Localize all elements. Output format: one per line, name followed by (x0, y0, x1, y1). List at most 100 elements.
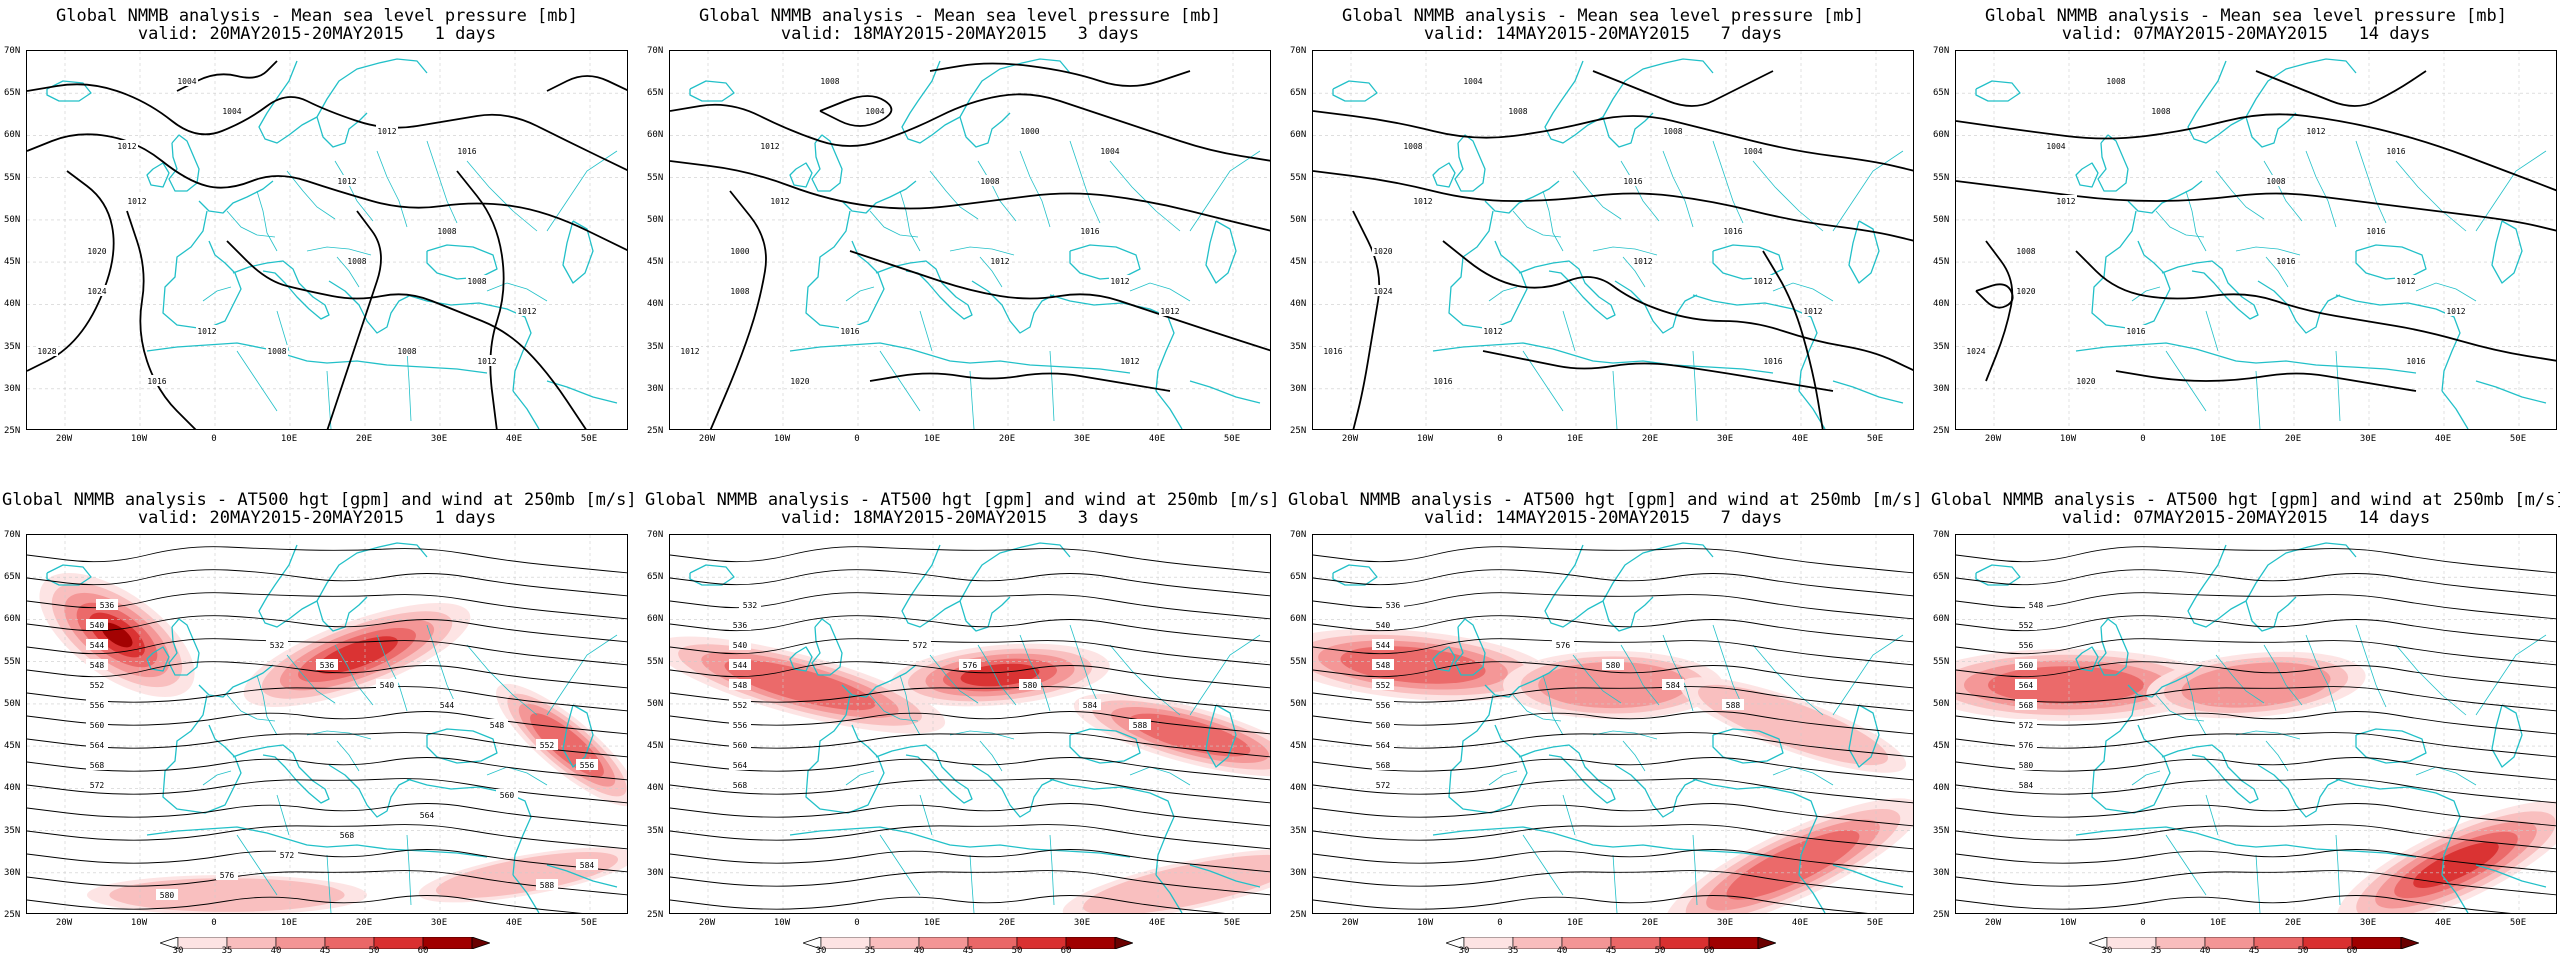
colorbar-tick: 35 (2150, 946, 2162, 956)
jet-shading (39, 572, 627, 913)
colorbar-svg (801, 936, 1135, 950)
contour-label: 1012 (1483, 327, 1502, 336)
map-frame[interactable]: 1004 1008 1008 1008 1004 1016 1012 1020 1024 1016… (1312, 50, 1914, 430)
colorbar-tick: 40 (270, 946, 282, 956)
panel-title: Global NMMB analysis - Mean sea level pr… (699, 6, 1221, 26)
lat-label: 65N (1290, 572, 1307, 583)
contour-label: 1004 (2046, 142, 2065, 151)
colorbar-tick: 40 (913, 946, 925, 956)
contour-label: 1004 (222, 107, 241, 116)
contour-label: 568 (340, 831, 355, 840)
lon-label: 10E (923, 918, 941, 928)
lat-label: 70N (1933, 46, 1950, 56)
contour-label: 568 (2019, 701, 2034, 710)
lon-label: 0 (211, 434, 217, 444)
contour-label: 564 (420, 811, 435, 820)
lat-label: 70N (4, 46, 21, 56)
lon-label: 50E (580, 918, 598, 928)
contour-label: 584 (580, 861, 595, 870)
lat-label: 40N (1933, 299, 1950, 310)
lat-label: 65N (4, 572, 21, 583)
lat-label: 55N (1933, 172, 1950, 183)
colorbar-tick: 45 (2248, 946, 2260, 956)
lon-label: 40E (505, 434, 523, 444)
panel-title: Global NMMB analysis - AT500 hgt [gpm] a… (1931, 490, 2560, 510)
contour-label: 556 (1376, 701, 1391, 710)
lat-label: 70N (647, 530, 664, 540)
lat-label: 25N (1933, 426, 1950, 436)
lon-label: 30E (430, 434, 448, 444)
lat-label: 25N (4, 910, 21, 920)
contour-label: 1012 (197, 327, 216, 336)
colorbar-tick: 50 (1654, 946, 1666, 956)
contour-label: 536 (100, 601, 115, 610)
lat-label: 70N (1290, 46, 1307, 56)
contour-label: 1008 (437, 227, 456, 236)
contour-label: 1016 (1623, 177, 1642, 186)
lon-label: 40E (505, 918, 523, 928)
lon-label: 20E (998, 918, 1016, 928)
lon-label: 10E (2209, 434, 2227, 444)
contours (1313, 70, 1913, 429)
panel-title: Global NMMB analysis - Mean sea level pr… (1985, 6, 2507, 26)
contour-label: 564 (733, 761, 748, 770)
colorbar-tick: 30 (1458, 946, 1470, 956)
map-frame[interactable]: 536 540 544 548 552 556 560 564 568 572 532 536 540 5… (26, 534, 628, 914)
lat-label: 30N (1290, 383, 1307, 394)
lat-label: 30N (647, 383, 664, 394)
panel-valid: valid: 14MAY2015-20MAY2015 7 days (1423, 24, 1783, 44)
lat-label: 65N (1290, 88, 1307, 99)
contour-label: 1004 (1100, 147, 1119, 156)
map-frame[interactable]: 1008 1012 1004 1000 1004 1008 1012 1000 1008 1012… (669, 50, 1271, 430)
lat-label: 70N (1933, 530, 1950, 540)
lat-label: 55N (1933, 656, 1950, 667)
panel-title: Global NMMB analysis - AT500 hgt [gpm] a… (2, 490, 637, 510)
lon-label: 20W (698, 434, 716, 444)
contour-label: 1012 (1120, 357, 1139, 366)
lat-label: 40N (1290, 783, 1307, 794)
map-frame[interactable]: 1008 1004 1008 1012 1016 1008 1012 1008 1020 1024… (1955, 50, 2557, 430)
colorbar-tick: 60 (1060, 946, 1072, 956)
contour-label: 584 (1083, 701, 1098, 710)
lon-label: 20E (998, 434, 1016, 444)
lon-label: 50E (2509, 434, 2527, 444)
contour-label: 1008 (2266, 177, 2285, 186)
lat-label: 40N (1933, 783, 1950, 794)
mslp-panel-7day: Global NMMB analysis - Mean sea level pr… (1288, 0, 1918, 480)
contour-label: 552 (2019, 621, 2034, 630)
contour-label: 556 (2019, 641, 2034, 650)
coastlines (689, 542, 1261, 913)
lat-label: 25N (647, 426, 664, 436)
contour-label: 1012 (990, 257, 1009, 266)
map-frame[interactable]: 536 540 544 548 552 556 560 564 568 572 576 580 584 5… (1312, 534, 1914, 914)
map-svg: 1008 1012 1004 1000 1004 1008 1012 1000 1008 1012… (670, 51, 1270, 429)
colorbar-tick: 50 (1011, 946, 1023, 956)
contour-label: 1012 (1753, 277, 1772, 286)
contour-label: 560 (1376, 721, 1391, 730)
lon-label: 40E (2434, 434, 2452, 444)
lat-label: 60N (1290, 614, 1307, 625)
z500-panel-7day: Global NMMB analysis - AT500 hgt [gpm] a… (1288, 484, 1923, 960)
coastlines (1332, 58, 1904, 429)
contour-label: 568 (733, 781, 748, 790)
lat-label: 55N (647, 172, 664, 183)
lat-label: 45N (647, 741, 664, 752)
lat-label: 50N (647, 698, 664, 709)
contour-label: 556 (733, 721, 748, 730)
map-frame[interactable]: 1004 1012 1004 1012 1016 1012 1012 1020 1024 1028… (26, 50, 628, 430)
contour-label: 1012 (377, 127, 396, 136)
contours (1956, 70, 2556, 392)
lat-label: 45N (1290, 257, 1307, 268)
contour-label: 1008 (2016, 247, 2035, 256)
contour-label: 1016 (1723, 227, 1742, 236)
map-frame[interactable]: 548 552 556 560 564 568 572 576 580 584 (1955, 534, 2557, 914)
lon-label: 40E (2434, 918, 2452, 928)
contour-label: 560 (500, 791, 515, 800)
map-frame[interactable]: 532 536 540 544 548 552 556 560 564 568 572 576 580 5… (669, 534, 1271, 914)
map-svg: 548 552 556 560 564 568 572 576 580 584 (1956, 535, 2556, 913)
lat-label: 55N (1290, 656, 1307, 667)
lon-label: 20W (698, 918, 716, 928)
contour-label: 1008 (347, 257, 366, 266)
contour-label: 1016 (2406, 357, 2425, 366)
lon-label: 50E (1866, 434, 1884, 444)
